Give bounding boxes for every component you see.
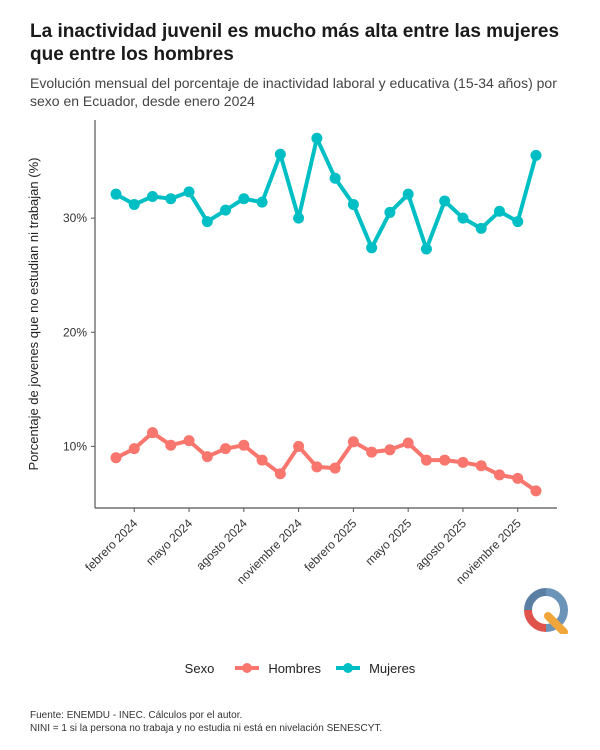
y-tick-label: 10% <box>63 439 87 453</box>
data-point-hombres <box>201 451 213 463</box>
data-point-mujeres <box>402 188 414 200</box>
data-point-hombres <box>128 443 140 455</box>
legend-title: Sexo <box>184 660 215 676</box>
data-point-hombres <box>530 485 542 497</box>
chart-subtitle: Evolución mensual del porcentaje de inac… <box>30 75 557 109</box>
data-point-mujeres <box>128 198 140 210</box>
legend-key-hombres <box>235 663 260 673</box>
data-point-mujeres <box>201 216 213 228</box>
y-axis-title: Porcentaje de jovenes que no estudian ni… <box>26 158 41 471</box>
chart-title: La inactividad juvenil es mucho más alta… <box>30 21 560 65</box>
legend-label-mujeres: Mujeres <box>369 660 416 676</box>
data-point-hombres <box>512 472 524 484</box>
legend-item-mujeres: Mujeres <box>335 660 415 676</box>
y-tick-label: 30% <box>63 211 87 225</box>
legend: Sexo Hombres Mujeres <box>0 658 600 678</box>
caption-source: Fuente: ENEMDU - INEC. Cálculos por el a… <box>30 710 243 721</box>
data-point-hombres <box>110 452 122 464</box>
data-point-mujeres <box>238 193 250 205</box>
data-point-mujeres <box>493 205 505 217</box>
x-tick-label: agosto 2024 <box>193 516 250 573</box>
data-point-mujeres <box>274 148 286 160</box>
x-tick-label: mayo 2025 <box>362 516 414 568</box>
data-point-mujeres <box>293 212 305 224</box>
data-point-mujeres <box>256 196 268 208</box>
x-tick-label: mayo 2024 <box>143 516 195 568</box>
data-point-hombres <box>147 427 159 439</box>
q-logo-icon <box>524 588 568 634</box>
series-line-hombres <box>114 430 538 493</box>
data-point-hombres <box>293 440 305 452</box>
data-point-mujeres <box>439 195 451 207</box>
data-point-hombres <box>347 436 359 448</box>
y-tick-label: 20% <box>63 325 87 339</box>
data-point-hombres <box>165 439 177 451</box>
data-point-mujeres <box>457 212 469 224</box>
caption: Fuente: ENEMDU - INEC. Cálculos por el a… <box>30 709 590 735</box>
x-tick-label: agosto 2025 <box>412 516 469 573</box>
caption-note: NINI = 1 si la persona no trabaja y no e… <box>30 723 383 734</box>
data-point-hombres <box>256 454 268 466</box>
data-point-mujeres <box>420 243 432 255</box>
data-point-hombres <box>475 460 487 472</box>
data-point-hombres <box>366 446 378 458</box>
data-point-hombres <box>311 461 323 473</box>
series-line-mujeres <box>114 136 538 251</box>
x-tick-label: febrero 2024 <box>82 516 140 574</box>
data-point-hombres <box>384 444 396 456</box>
data-point-hombres <box>274 468 286 480</box>
data-point-hombres <box>493 469 505 481</box>
data-point-mujeres <box>384 206 396 218</box>
data-point-hombres <box>439 454 451 466</box>
data-point-hombres <box>402 437 414 449</box>
x-tick-label: febrero 2025 <box>301 516 359 574</box>
data-point-hombres <box>220 443 232 455</box>
data-point-mujeres <box>366 242 378 254</box>
data-point-hombres <box>329 462 341 474</box>
data-point-hombres <box>457 456 469 468</box>
data-point-mujeres <box>347 198 359 210</box>
data-point-mujeres <box>110 188 122 200</box>
data-point-mujeres <box>311 132 323 144</box>
data-point-mujeres <box>512 216 524 228</box>
legend-item-hombres: Hombres <box>234 660 321 676</box>
data-point-hombres <box>420 454 432 466</box>
data-point-mujeres <box>530 149 542 161</box>
data-point-hombres <box>238 439 250 451</box>
data-point-mujeres <box>183 186 195 198</box>
data-point-mujeres <box>329 172 341 184</box>
data-point-mujeres <box>475 222 487 234</box>
data-point-mujeres <box>165 193 177 205</box>
legend-label-hombres: Hombres <box>268 660 322 676</box>
data-point-mujeres <box>220 204 232 216</box>
data-point-hombres <box>183 435 195 447</box>
data-point-mujeres <box>147 190 159 202</box>
legend-key-mujeres <box>336 663 361 673</box>
